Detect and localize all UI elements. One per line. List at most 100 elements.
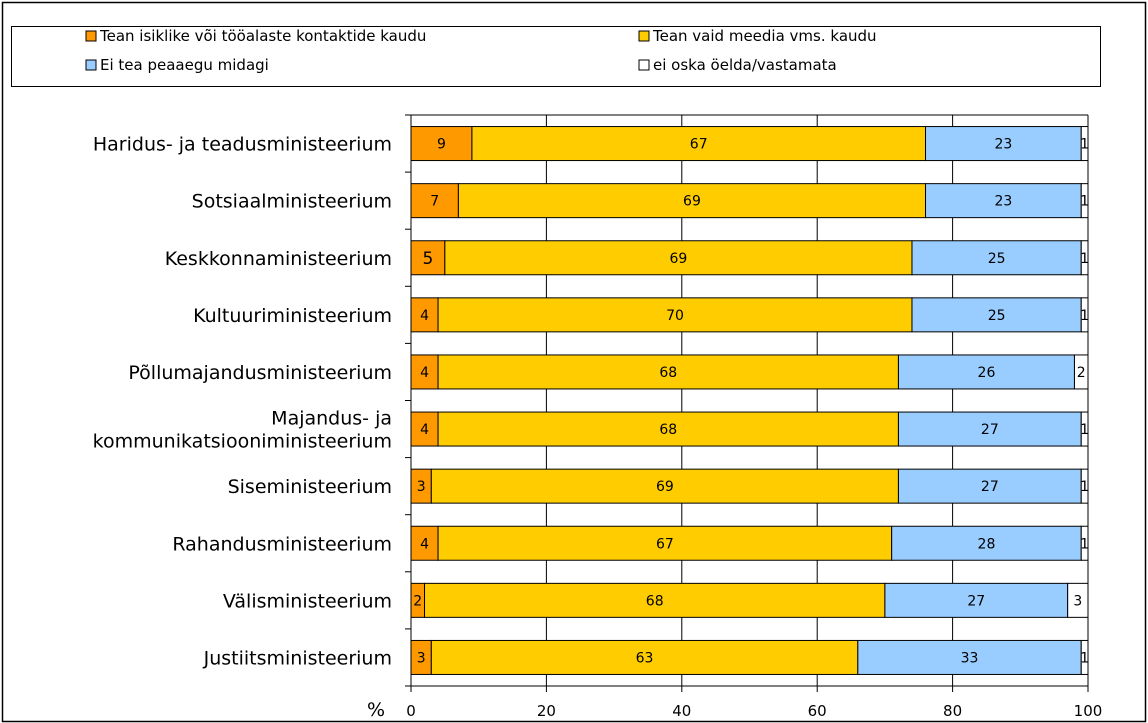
data-label-8-series-2: 67 [656,536,674,552]
bar-10-series-3 [857,639,1082,675]
bar-3-series-4 [1080,240,1089,276]
bar-5-series-1 [410,354,439,390]
bar-3-series-1 [410,240,446,276]
data-label-2-series-4: 1 [1080,194,1089,210]
category-label-2: Sotsiaalministeerium [192,191,392,213]
bar-10-series-2 [430,639,859,675]
data-label-10-series-4: 1 [1080,650,1089,666]
data-label-4-series-1: 4 [420,308,429,324]
bar-9-series-2 [424,582,886,618]
data-label-9-series-2: 68 [646,593,664,609]
data-label-1-series-4: 1 [1080,137,1089,153]
legend-swatch-4 [638,59,650,71]
bar-4-series-4 [1080,297,1089,333]
data-label-1-series-3: 23 [994,137,1012,153]
data-label-10-series-1: 3 [417,650,426,666]
data-label-8-series-1: 4 [420,536,429,552]
bar-7-series-4 [1080,468,1089,504]
legend-swatch-1 [85,30,97,42]
bar-7-series-2 [430,468,899,504]
bar-9-series-3 [884,582,1069,618]
x-axis-label: % [367,699,385,721]
bar-8-series-2 [437,525,893,561]
bar-2-series-1 [410,183,459,219]
legend-label-3: Ei tea peaaegu midagi [100,56,269,74]
data-label-3-series-1: 5 [423,249,434,269]
x-tick-label-40: 40 [672,702,691,720]
category-label-10: Justiitsministeerium [203,647,392,669]
bar-1-series-4 [1080,126,1089,162]
bar-5-series-4 [1073,354,1089,390]
data-label-5-series-1: 4 [420,365,429,381]
data-label-1-series-2: 67 [690,137,708,153]
data-label-6-series-4: 1 [1080,422,1089,438]
data-label-8-series-4: 1 [1080,536,1089,552]
data-label-4-series-4: 1 [1080,308,1089,324]
bar-2-series-3 [925,183,1082,219]
data-label-6-series-2: 68 [659,422,677,438]
data-label-2-series-1: 7 [430,194,439,210]
data-label-10-series-3: 33 [961,650,979,666]
data-label-7-series-1: 3 [417,479,426,495]
bar-3-series-3 [911,240,1082,276]
data-label-9-series-3: 27 [967,593,985,609]
x-tick-label-0: 0 [406,702,416,720]
data-label-7-series-4: 1 [1080,479,1089,495]
data-label-3-series-3: 25 [988,251,1006,267]
category-label-7: Siseministeerium [228,476,392,498]
data-label-7-series-3: 27 [981,479,999,495]
bar-1-series-1 [410,126,473,162]
category-label-9: Välisministeerium [223,590,392,612]
bar-8-series-4 [1080,525,1089,561]
category-label-6-line-1: Majandus- ja [271,408,392,430]
bar-8-series-1 [410,525,439,561]
x-tick-label-80: 80 [943,702,962,720]
legend-label-1: Tean isiklike või tööalaste kontaktide k… [99,27,426,45]
data-label-2-series-2: 69 [683,194,701,210]
data-label-3-series-4: 1 [1080,251,1089,267]
category-label-6-line-2: kommunikatsiooniministeerium [93,431,392,453]
data-label-9-series-4: 3 [1073,593,1082,609]
bar-5-series-2 [437,354,899,390]
x-tick-label-100: 100 [1074,702,1103,720]
bar-1-series-2 [471,126,927,162]
data-label-3-series-2: 69 [670,251,688,267]
data-label-10-series-2: 63 [636,650,654,666]
data-label-2-series-3: 23 [994,194,1012,210]
legend-label-4: ei oska öelda/vastamata [653,56,837,74]
data-label-6-series-1: 4 [420,422,429,438]
legend-swatch-2 [638,30,650,42]
bar-6-series-4 [1080,411,1089,447]
data-label-4-series-3: 25 [988,308,1006,324]
bar-2-series-4 [1080,183,1089,219]
category-label-5: Põllumajandusministeerium [128,362,392,384]
data-label-4-series-2: 70 [666,308,684,324]
data-label-7-series-2: 69 [656,479,674,495]
category-label-8: Rahandusministeerium [172,533,392,555]
bar-4-series-3 [911,297,1082,333]
legend-label-2: Tean vaid meedia vms. kaudu [652,27,877,45]
data-label-6-series-3: 27 [981,422,999,438]
data-label-8-series-3: 28 [978,536,996,552]
data-label-1-series-1: 9 [437,137,446,153]
legend-box [11,26,1101,87]
x-tick-label-60: 60 [808,702,827,720]
bar-9-series-4 [1067,582,1089,618]
bar-6-series-2 [437,411,899,447]
data-label-9-series-1: 2 [413,593,422,609]
data-label-5-series-3: 26 [978,365,996,381]
legend-swatch-3 [85,59,97,71]
bar-4-series-2 [437,297,913,333]
data-label-5-series-4: 2 [1077,365,1086,381]
category-label-1: Haridus- ja teadusministeerium [93,134,392,156]
bar-6-series-3 [897,411,1082,447]
category-label-3: Keskkonnaministeerium [165,248,392,270]
x-tick-label-20: 20 [537,702,556,720]
bar-4-series-1 [410,297,439,333]
bar-10-series-4 [1080,639,1089,675]
category-label-4: Kultuuriministeerium [193,305,392,327]
data-label-5-series-2: 68 [659,365,677,381]
bar-3-series-2 [444,240,913,276]
